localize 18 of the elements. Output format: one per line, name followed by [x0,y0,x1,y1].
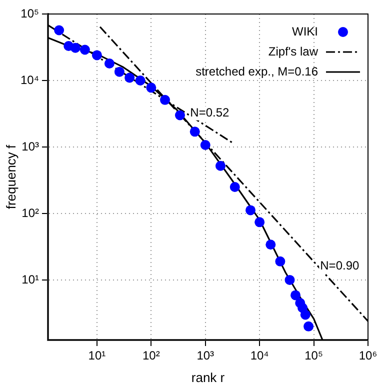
legend-label: Zipf's law [268,44,318,58]
y-tick-label: 10⁵ [20,6,40,20]
legend-label: stretched exp., M=0.16 [196,64,318,78]
annotation: N=0.52 [190,106,230,120]
y-tick-label: 10¹ [22,272,40,286]
y-tick-label: 10³ [22,139,40,154]
x-tick-label: 10³ [196,348,214,363]
x-axis-title: rank r [191,370,226,385]
y-tick-label: 10⁴ [20,72,39,87]
x-tick-label: 10⁶ [358,348,378,363]
y-tick-label: 10² [22,206,40,220]
x-tick-label: 10⁵ [304,348,323,363]
legend-label: WIKI [292,24,318,38]
x-tick-label: 10² [142,348,160,363]
annotation: N=0.90 [320,258,360,273]
x-tick-label: 10⁴ [250,348,269,363]
y-axis-title: frequency f [3,144,18,210]
x-tick-label: 10¹ [88,348,106,363]
